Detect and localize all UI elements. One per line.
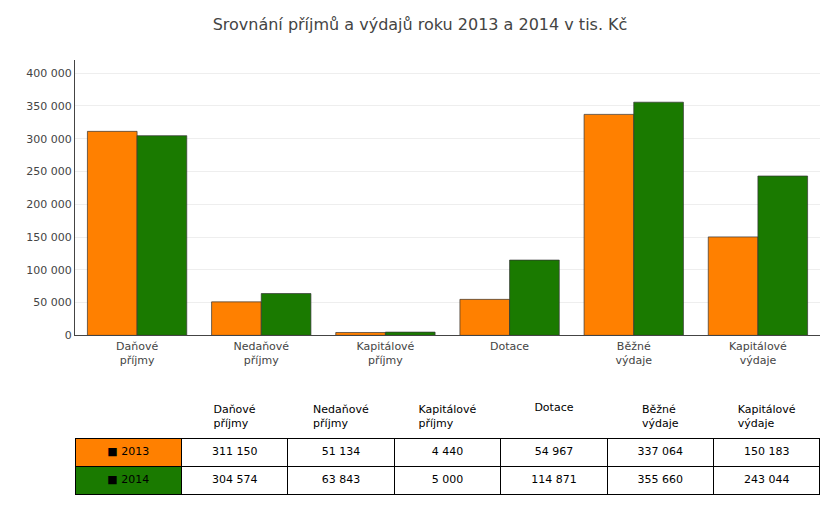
svg-text:114 871: 114 871 [531, 473, 577, 486]
svg-text:Dotace: Dotace [490, 340, 529, 353]
svg-text:Nedaňovépříjmy: Nedaňovépříjmy [313, 403, 369, 430]
svg-text:54 967: 54 967 [535, 445, 574, 458]
svg-text:200 000: 200 000 [26, 198, 72, 211]
svg-text:350 000: 350 000 [26, 100, 72, 113]
svg-text:Běžnévýdaje: Běžnévýdaje [642, 403, 679, 430]
svg-text:Nedaňovépříjmy: Nedaňovépříjmy [233, 340, 289, 367]
svg-text:63 843: 63 843 [322, 473, 361, 486]
svg-text:150 183: 150 183 [744, 445, 790, 458]
svg-text:Kapitálovévýdaje: Kapitálovévýdaje [729, 340, 787, 367]
svg-text:Kapitálovévýdaje: Kapitálovévýdaje [738, 403, 796, 430]
svg-text:51 134: 51 134 [322, 445, 361, 458]
svg-text:337 064: 337 064 [638, 445, 684, 458]
svg-text:50 000: 50 000 [33, 296, 72, 309]
svg-text:355 660: 355 660 [638, 473, 684, 486]
svg-text:Kapitálovépříjmy: Kapitálovépříjmy [356, 340, 414, 367]
svg-text:400 000: 400 000 [26, 67, 72, 80]
svg-text:304 574: 304 574 [212, 473, 258, 486]
svg-text:0: 0 [65, 329, 72, 342]
svg-text:150 000: 150 000 [26, 231, 72, 244]
svg-text:311 150: 311 150 [212, 445, 258, 458]
svg-text:Srovnání příjmů a výdajů roku: Srovnání příjmů a výdajů roku 2013 a 201… [213, 15, 628, 34]
svg-text:Daňovépříjmy: Daňovépříjmy [213, 403, 255, 430]
svg-text:5 000: 5 000 [432, 473, 464, 486]
svg-text:4 440: 4 440 [432, 445, 464, 458]
svg-text:Běžnévýdaje: Běžnévýdaje [615, 340, 652, 367]
svg-text:Daňovépříjmy: Daňovépříjmy [116, 340, 158, 367]
svg-text:100 000: 100 000 [26, 264, 72, 277]
svg-text:300 000: 300 000 [26, 133, 72, 146]
svg-text:Dotace: Dotace [534, 401, 573, 414]
svg-text:250 000: 250 000 [26, 165, 72, 178]
svg-text:Kapitálovépříjmy: Kapitálovépříjmy [418, 403, 476, 430]
svg-text:■ 2014: ■ 2014 [107, 473, 149, 486]
svg-text:■ 2013: ■ 2013 [107, 445, 149, 458]
svg-text:243 044: 243 044 [744, 473, 790, 486]
